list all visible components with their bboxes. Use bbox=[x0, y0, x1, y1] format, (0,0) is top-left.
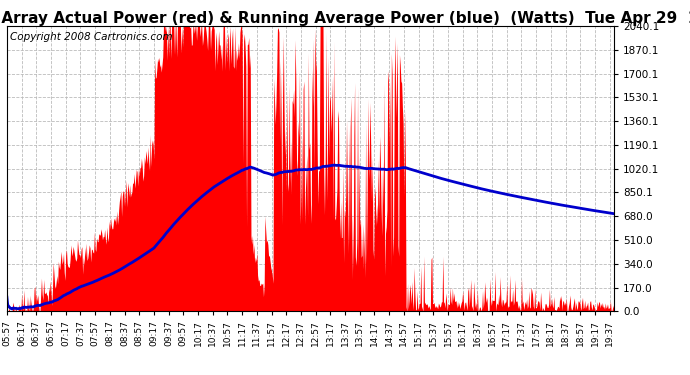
Text: West Array Actual Power (red) & Running Average Power (blue)  (Watts)  Tue Apr 2: West Array Actual Power (red) & Running … bbox=[0, 11, 690, 26]
Text: Copyright 2008 Cartronics.com: Copyright 2008 Cartronics.com bbox=[10, 32, 172, 42]
